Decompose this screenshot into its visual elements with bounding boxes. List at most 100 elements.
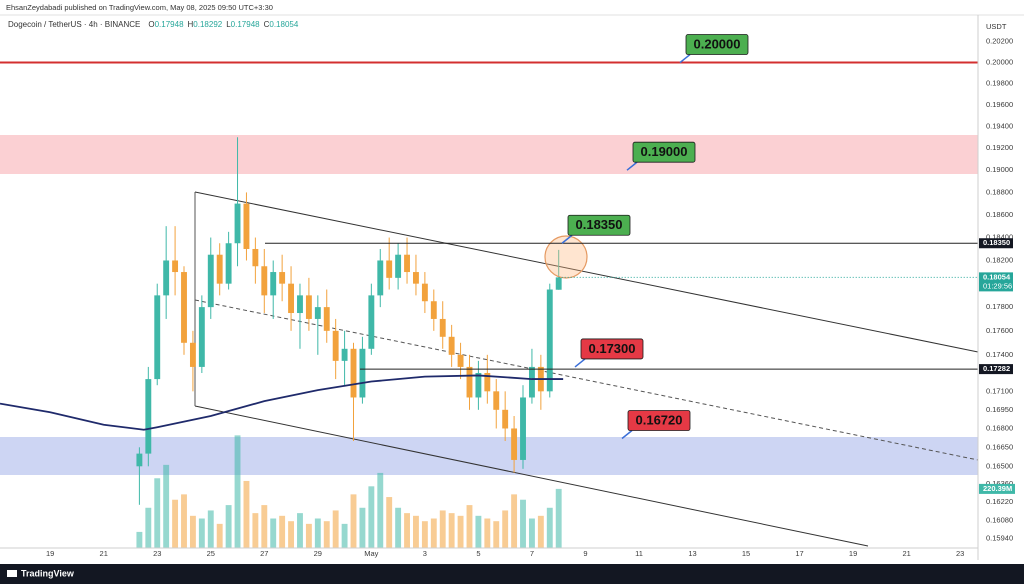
y-tick-label: 0.20000 — [986, 58, 1013, 67]
volume-bar — [198, 518, 205, 548]
countdown: 01:29:56 — [983, 281, 1012, 290]
brand: TradingView — [21, 568, 75, 578]
y-tick-label: 0.17100 — [986, 386, 1013, 395]
x-tick-label: 13 — [688, 549, 696, 558]
volume-bar — [439, 510, 446, 548]
volume-bar — [252, 513, 259, 548]
volume-bar — [466, 505, 473, 548]
volume-bar — [279, 515, 286, 548]
candle-body — [341, 348, 348, 361]
annotation-pointer — [626, 161, 638, 171]
candle-body — [314, 307, 321, 319]
zones — [0, 135, 978, 475]
candle-body — [413, 272, 419, 284]
volume-bar — [520, 499, 526, 548]
x-tick-label: 5 — [476, 549, 480, 558]
moving-average — [0, 374, 564, 431]
volume-bar — [359, 507, 366, 548]
annotation-pointer — [679, 53, 691, 64]
candle-body — [457, 354, 464, 367]
last-price-box — [979, 272, 1013, 292]
candle-body — [216, 254, 223, 284]
candle-body — [225, 243, 232, 284]
chart-title: Dogecoin / TetherUS · 4h · BINANCE O0.179… — [8, 20, 299, 29]
y-tick-label: 0.18800 — [986, 187, 1013, 196]
annotation-label: 0.20000 — [694, 36, 741, 51]
candle-body — [404, 254, 410, 273]
annotation-label: 0.18350 — [576, 217, 623, 232]
level-axis-label: 0.18350 — [983, 238, 1010, 247]
publisher: EhsanZeydabadi published on TradingView.… — [6, 3, 273, 12]
level-axis-label: 0.17282 — [983, 364, 1010, 373]
y-tick-label: 0.18600 — [986, 210, 1013, 219]
volume-bar — [332, 510, 339, 548]
volume-bar — [216, 523, 223, 548]
candle-body — [288, 283, 295, 314]
volume-bar — [430, 518, 437, 548]
ohlc-key: O — [148, 20, 154, 29]
y-tick-label: 0.17400 — [986, 350, 1013, 359]
demand-zone — [0, 437, 978, 475]
x-tick-label: 25 — [207, 549, 215, 558]
overlay: 0.20000 0.19000 0.18350 0.17300 0.16720 — [265, 34, 978, 440]
ohlc-key: L — [226, 20, 231, 29]
logo-mark — [7, 570, 17, 577]
y-tick-label: 0.16080 — [986, 515, 1013, 524]
candle-body — [243, 203, 250, 249]
candle-body — [511, 428, 518, 460]
x-tick-label: 9 — [583, 549, 587, 558]
candle-body — [421, 283, 428, 302]
x-tick-label: 15 — [742, 549, 750, 558]
annotation-box — [567, 214, 631, 236]
annotation-pointer — [574, 358, 586, 368]
candle-body — [279, 272, 286, 284]
level-axis-box — [979, 364, 1013, 375]
y-tick-label: 0.16800 — [986, 423, 1013, 432]
candle-body — [350, 348, 357, 398]
channel-lower — [194, 405, 869, 547]
candle-body — [368, 295, 375, 349]
candle-body — [448, 336, 455, 355]
volume-bar — [546, 507, 553, 548]
last-price-label: 0.18054 — [983, 272, 1011, 281]
candle-body — [323, 307, 330, 331]
y-tick-label: 0.19800 — [986, 79, 1013, 88]
candle-body — [189, 342, 196, 367]
y-tick-label: 0.17600 — [986, 326, 1013, 335]
candle-body — [154, 295, 161, 380]
candle-body — [270, 272, 277, 296]
candle-body — [136, 453, 143, 467]
volume-bar — [395, 507, 402, 548]
candle-body — [145, 379, 152, 454]
candle-body — [386, 260, 393, 278]
candle-body — [528, 366, 535, 398]
volume-bar — [314, 518, 321, 548]
annotation-pointer — [561, 234, 573, 244]
x-tick-label: 23 — [956, 549, 964, 558]
y-tick-label: 0.18200 — [986, 255, 1013, 264]
x-tick-label: 17 — [795, 549, 803, 558]
volume-bar — [350, 494, 357, 548]
candle-body — [546, 289, 553, 392]
y-tick-label: 0.15940 — [986, 534, 1013, 543]
candle-body — [172, 260, 179, 273]
volume-bar — [270, 518, 277, 548]
y-tick-label: 0.16360 — [986, 479, 1013, 488]
candle-body — [493, 391, 500, 410]
volume-bar — [172, 499, 179, 548]
symbol: Dogecoin / TetherUS · 4h · BINANCE — [8, 20, 140, 29]
candle-body — [297, 295, 303, 314]
y-tick-label: 0.19400 — [986, 121, 1013, 130]
volume-bar — [234, 435, 241, 548]
volume-axis-label: 220.39M — [983, 484, 1012, 493]
candle-body — [377, 260, 384, 296]
annotation-box — [685, 34, 749, 55]
volume-bar — [502, 510, 509, 548]
volume-bar — [413, 515, 419, 548]
volume-bar — [136, 531, 143, 548]
annotation-label: 0.19000 — [641, 144, 688, 159]
volume-bar — [368, 486, 375, 548]
supply-zone — [0, 135, 978, 174]
candle-body — [261, 266, 268, 296]
